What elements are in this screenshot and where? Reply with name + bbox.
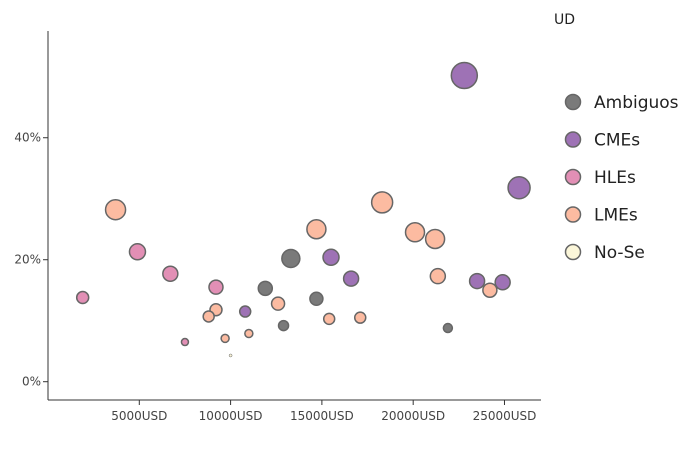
data-point-hles[interactable] bbox=[180, 337, 190, 347]
data-point-lmes[interactable] bbox=[104, 198, 127, 221]
axes bbox=[47, 31, 541, 401]
data-point-lmes[interactable] bbox=[220, 333, 230, 344]
x-tick-label: 25000USD bbox=[473, 409, 537, 423]
legend-marker bbox=[564, 206, 582, 223]
data-point-lmes[interactable] bbox=[322, 312, 336, 326]
data-point-lmes[interactable] bbox=[353, 311, 367, 324]
data-point-cmes[interactable] bbox=[342, 270, 360, 287]
data-point-ambiguos[interactable] bbox=[442, 322, 454, 334]
data-point-lmes[interactable] bbox=[404, 222, 426, 243]
legend-label: CMEs bbox=[594, 131, 640, 151]
data-point-cmes[interactable] bbox=[494, 274, 511, 291]
y-tick-label: 40% bbox=[14, 131, 41, 145]
data-point-no-se[interactable] bbox=[228, 353, 233, 358]
legend-marker bbox=[564, 243, 582, 261]
x-tick-label: 15000USD bbox=[290, 409, 354, 423]
data-point-hles[interactable] bbox=[75, 290, 90, 305]
legend-marker bbox=[564, 93, 582, 111]
data-point-lmes[interactable] bbox=[244, 328, 254, 339]
data-point-lmes[interactable] bbox=[424, 228, 446, 250]
legend-item-cmes[interactable]: CMEs bbox=[564, 131, 641, 151]
y-ticks: 0% 20% 40% bbox=[14, 131, 48, 389]
legend-label: HLEs bbox=[594, 168, 636, 188]
data-point-ambiguos[interactable] bbox=[257, 280, 274, 297]
data-point-ambiguos[interactable] bbox=[277, 319, 290, 332]
x-tick-label: 20000USD bbox=[381, 409, 445, 423]
data-point-cmes[interactable] bbox=[322, 248, 340, 267]
legend-label: Ambiguos bbox=[594, 93, 679, 113]
legend-item-lmes[interactable]: LMEs bbox=[564, 206, 638, 226]
legend-marker bbox=[564, 131, 582, 148]
data-points bbox=[75, 61, 531, 358]
data-point-cmes[interactable] bbox=[238, 305, 252, 318]
data-point-hles[interactable] bbox=[208, 279, 224, 295]
legend-label: No-Se bbox=[594, 243, 645, 263]
legend-label: LMEs bbox=[594, 206, 638, 226]
legend-item-no-se[interactable]: No-Se bbox=[564, 243, 645, 263]
legend-item-hles[interactable]: HLEs bbox=[564, 168, 636, 188]
legend-marker bbox=[564, 168, 582, 186]
unit-label: UD bbox=[554, 12, 575, 28]
data-point-lmes[interactable] bbox=[306, 218, 327, 240]
y-tick-label: 20% bbox=[14, 253, 41, 267]
data-point-cmes[interactable] bbox=[450, 61, 479, 90]
data-point-ambiguos[interactable] bbox=[309, 291, 324, 307]
legend-item-ambiguos[interactable]: Ambiguos bbox=[564, 93, 679, 113]
data-point-lmes[interactable] bbox=[482, 282, 498, 298]
data-point-lmes[interactable] bbox=[202, 310, 215, 323]
y-tick-label: 0% bbox=[22, 375, 41, 389]
legend: Ambiguos CMEs HLEs LMEs No-Se bbox=[564, 93, 679, 263]
data-point-hles[interactable] bbox=[128, 243, 147, 261]
data-point-hles[interactable] bbox=[162, 265, 179, 282]
data-point-lmes[interactable] bbox=[270, 296, 286, 311]
data-point-ambiguos[interactable] bbox=[281, 248, 301, 269]
x-tick-label: 5000USD bbox=[111, 409, 167, 423]
data-point-cmes[interactable] bbox=[468, 272, 486, 290]
data-point-lmes[interactable] bbox=[370, 191, 394, 214]
x-ticks: 5000USD 10000USD 15000USD 20000USD 25000USD bbox=[111, 400, 536, 423]
data-point-cmes[interactable] bbox=[507, 175, 531, 200]
x-tick-label: 10000USD bbox=[199, 409, 263, 423]
data-point-lmes[interactable] bbox=[429, 267, 447, 285]
